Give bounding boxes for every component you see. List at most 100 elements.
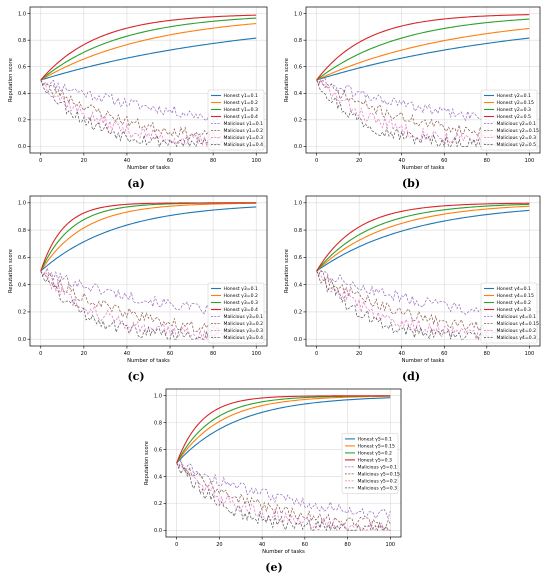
legend-box — [341, 433, 399, 494]
y-tick-label: 0.4 — [154, 474, 162, 480]
series-line-honest-1 — [176, 397, 391, 464]
chart-panel-d: 0 20 40 60 80 100 0.0 0.2 0.4 0.6 0.8 1.0 Number of … — [284, 195, 541, 383]
subfigure-caption: (a) — [127, 177, 145, 190]
legend-label: Honest γ3=0.2 — [224, 293, 259, 299]
series-line-honest-3 — [316, 18, 530, 81]
y-tick-label: 0.6 — [294, 255, 302, 261]
legend-label: Honest γ3=0.1 — [224, 286, 259, 292]
y-tick-label: 0.6 — [154, 447, 162, 453]
x-tick-label: 80 — [344, 542, 350, 548]
chart-panel-c: 0 20 40 60 80 100 0.0 0.2 0.4 0.6 0.8 1.0 Number of … — [8, 195, 268, 383]
legend-box — [207, 89, 265, 151]
x-tick-label: 60 — [441, 158, 447, 164]
y-tick-label: 0.0 — [294, 337, 302, 343]
y-axis-label: Reputation score — [8, 58, 14, 102]
legend-label: Honest γ3=0.3 — [224, 300, 259, 306]
series-line-honest-2 — [176, 395, 391, 464]
series-line-honest-4 — [316, 14, 530, 81]
legend-label: Malicious γ5=0.2 — [358, 479, 398, 485]
legend-label: Honest γ1=0.1 — [224, 93, 259, 99]
chart-panel-e: 0 20 40 60 80 100 0.0 0.2 0.4 0.6 0.8 1.0 Number of … — [144, 388, 402, 573]
legend-label: Honest γ1=0.3 — [224, 107, 259, 113]
legend-label: Honest γ2=0.5 — [497, 114, 532, 120]
series-line-honest-4 — [176, 395, 391, 464]
legend-label: Malicious γ4=0.3 — [497, 335, 537, 341]
y-tick-label: 1.0 — [294, 201, 302, 207]
y-tick-label: 0.4 — [294, 282, 302, 288]
x-tick-label: 20 — [81, 351, 87, 357]
legend-label: Malicious γ2=0.15 — [497, 128, 540, 134]
legend-label: Malicious γ4=0.15 — [497, 321, 540, 327]
legend-label: Malicious γ5=0.1 — [358, 465, 398, 471]
x-tick-label: 40 — [399, 351, 405, 357]
series-line-honest-1 — [40, 206, 257, 272]
legend-label: Honest γ2=0.3 — [497, 107, 532, 113]
y-tick-label: 0.4 — [294, 91, 302, 97]
x-tick-label: 60 — [167, 158, 173, 164]
series-line-honest-4 — [40, 202, 257, 272]
x-tick-label: 100 — [251, 351, 261, 357]
legend-label: Malicious γ2=0.1 — [497, 121, 537, 127]
y-tick-label: 1.0 — [18, 11, 26, 17]
y-tick-label: 0.8 — [18, 38, 26, 44]
x-axis-label: Number of tasks — [402, 358, 445, 364]
legend-label: Honest γ1=0.2 — [224, 100, 259, 106]
x-tick-label: 60 — [167, 351, 173, 357]
subfigure-caption: (e) — [265, 561, 282, 573]
legend-box — [207, 282, 265, 344]
x-tick-label: 0 — [39, 351, 42, 357]
x-tick-label: 100 — [386, 542, 396, 548]
x-tick-label: 20 — [216, 542, 222, 548]
x-tick-label: 100 — [251, 158, 261, 164]
x-tick-label: 60 — [302, 542, 308, 548]
x-tick-label: 80 — [484, 158, 490, 164]
y-tick-label: 0.8 — [154, 420, 162, 426]
legend-label: Honest γ2=0.15 — [497, 100, 534, 106]
legend-box — [480, 282, 538, 344]
y-tick-label: 0.2 — [294, 118, 302, 124]
legend-label: Honest γ5=0.1 — [358, 437, 393, 443]
series-line-malicious-4 — [176, 462, 391, 532]
y-tick-label: 0.6 — [18, 255, 26, 261]
series-line-malicious-2 — [40, 270, 257, 338]
series-line-honest-1 — [316, 209, 530, 272]
y-tick-label: 0.0 — [294, 144, 302, 150]
legend-label: Honest γ3=0.4 — [224, 307, 259, 313]
plot-frame — [305, 195, 541, 347]
y-axis-label: Reputation score — [8, 249, 14, 293]
series-line-honest-1 — [40, 37, 257, 81]
series-line-honest-2 — [40, 23, 257, 81]
legend-label: Honest γ5=0.15 — [358, 444, 395, 450]
x-axis-label: Number of tasks — [127, 165, 170, 171]
y-tick-label: 1.0 — [154, 394, 162, 400]
y-tick-label: 1.0 — [294, 11, 302, 17]
x-tick-label: 40 — [399, 158, 405, 164]
x-tick-label: 60 — [441, 351, 447, 357]
x-tick-label: 40 — [124, 158, 130, 164]
legend-label: Honest γ2=0.1 — [497, 93, 532, 99]
y-axis-label: Reputation score — [284, 58, 290, 102]
x-tick-label: 0 — [315, 158, 318, 164]
x-tick-label: 20 — [356, 158, 362, 164]
y-tick-label: 0.8 — [18, 228, 26, 234]
series-line-honest-2 — [316, 27, 530, 81]
x-tick-label: 0 — [175, 542, 178, 548]
plot-frame — [29, 195, 268, 347]
plot-frame — [305, 6, 541, 154]
y-tick-label: 0.2 — [154, 501, 162, 507]
legend-label: Malicious γ3=0.3 — [224, 328, 264, 334]
y-tick-label: 0.2 — [18, 118, 26, 124]
y-tick-label: 0.8 — [294, 38, 302, 44]
legend-box — [480, 89, 538, 151]
series-line-honest-4 — [316, 202, 530, 272]
legend-label: Malicious γ4=0.1 — [497, 314, 537, 320]
chart-panel-a: 0 20 40 60 80 100 0.0 0.2 0.4 0.6 0.8 1.0 Number of … — [8, 6, 268, 190]
legend-label: Malicious γ3=0.4 — [224, 335, 264, 341]
x-tick-label: 80 — [210, 158, 216, 164]
series-line-honest-1 — [316, 37, 530, 81]
legend-label: Malicious γ5=0.3 — [358, 486, 398, 492]
legend-label: Honest γ4=0.15 — [497, 293, 534, 299]
